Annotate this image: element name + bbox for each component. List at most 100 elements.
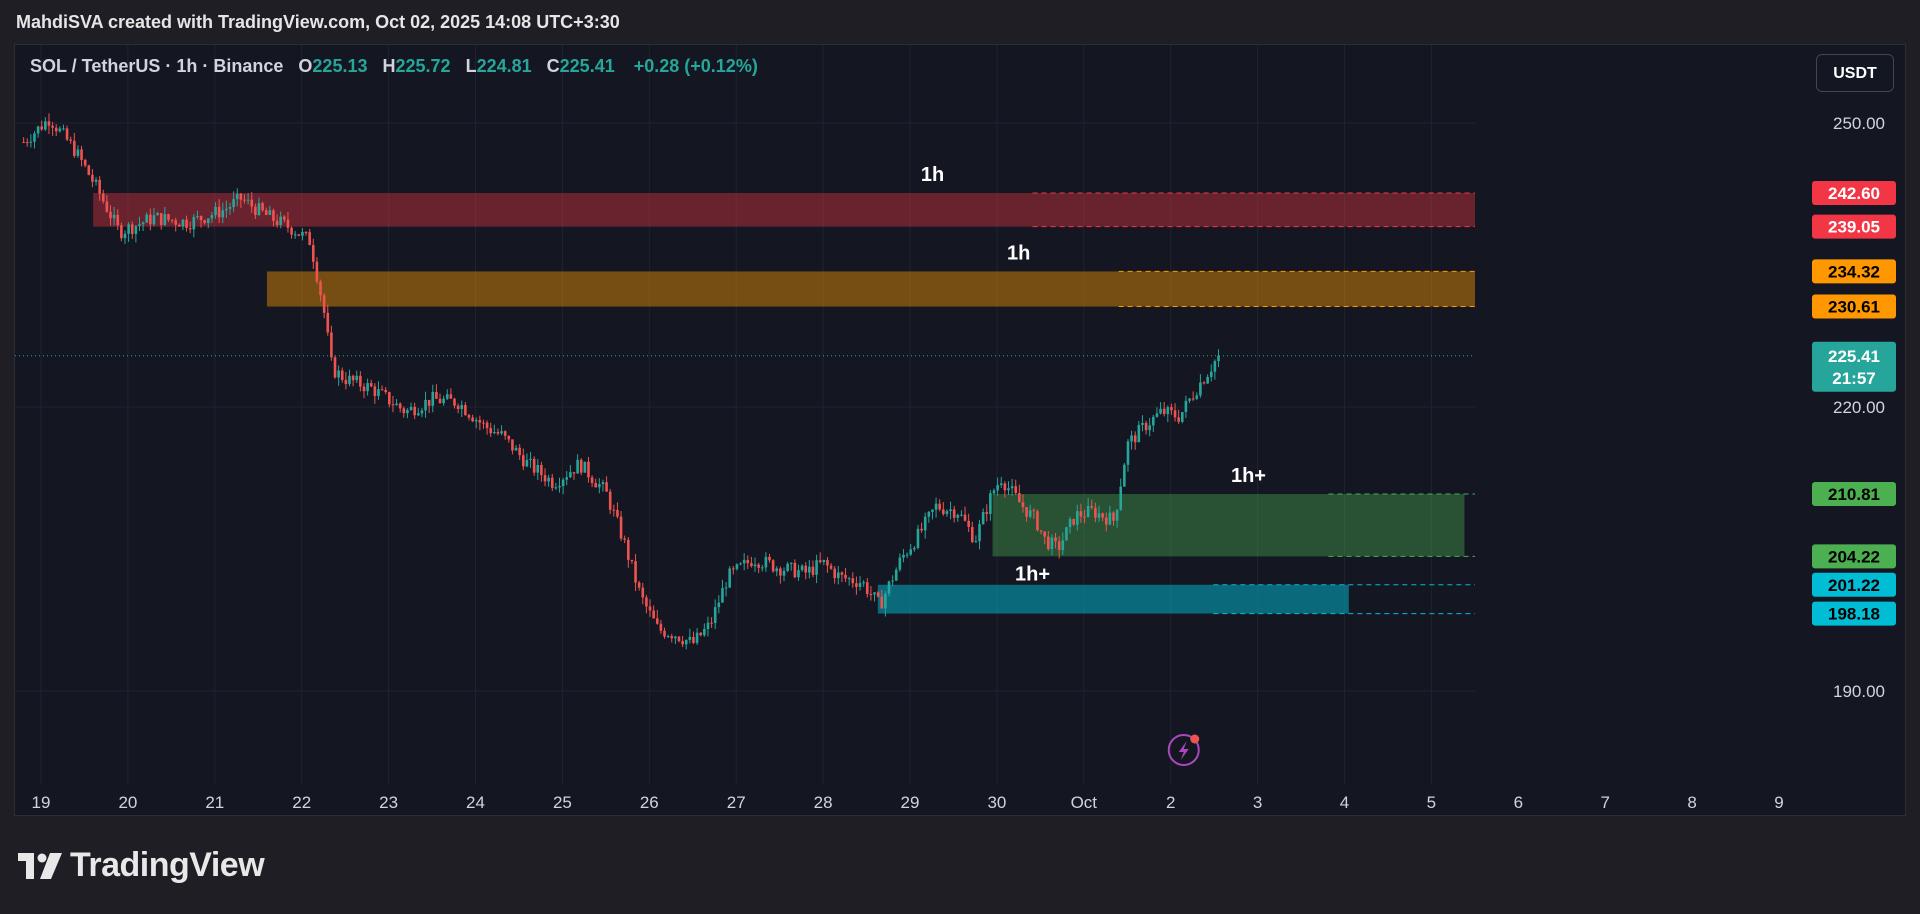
candle-body — [981, 512, 985, 525]
candle-body — [225, 208, 228, 211]
time-tick-label: 7 — [1600, 793, 1609, 812]
candle-body — [214, 206, 217, 216]
candle-body — [905, 554, 909, 556]
candle-body — [902, 554, 905, 558]
candle-body — [630, 559, 634, 562]
candle-body — [1123, 464, 1126, 487]
candle-body — [290, 227, 293, 235]
candle-body — [1217, 355, 1220, 362]
high-label: H — [382, 56, 396, 76]
candle-body — [250, 199, 254, 207]
candle-body — [340, 370, 344, 380]
candle-body — [377, 389, 380, 396]
candle-body — [456, 405, 460, 409]
candle-body — [1152, 416, 1155, 426]
candle-body — [659, 623, 663, 631]
candle-body — [409, 406, 413, 410]
candle-body — [648, 606, 652, 611]
chart-panel[interactable]: 1h 1h 1h+ 1h+ 250.00 220.00 190.00 242.60 239.0… — [14, 44, 1906, 816]
candle-body — [406, 409, 409, 414]
candle-body — [246, 199, 250, 201]
currency-button[interactable]: USDT — [1816, 54, 1894, 92]
candle-body — [1170, 407, 1173, 411]
candle-body — [1101, 513, 1104, 518]
candle-body — [782, 570, 786, 576]
candle-body — [308, 232, 311, 246]
candle-body — [887, 581, 891, 594]
candle-body — [985, 512, 989, 515]
candle-body — [116, 214, 120, 226]
candle-body — [366, 383, 369, 392]
candle-body — [688, 636, 692, 640]
candle-body — [373, 386, 377, 396]
candle-body — [1180, 412, 1184, 422]
candle-body — [514, 447, 518, 451]
candle-body — [1137, 424, 1141, 443]
candle-body — [445, 394, 449, 399]
candle-body — [739, 563, 742, 565]
candle-body — [587, 461, 590, 478]
price-chart[interactable]: 1h 1h 1h+ 1h+ 250.00 220.00 190.00 242.60 239.0… — [15, 45, 1906, 816]
candle-body — [268, 210, 272, 215]
candle-body — [80, 149, 83, 160]
candle-body — [1072, 518, 1075, 525]
price-tag-label: 210.81 — [1828, 485, 1880, 504]
candle-body — [884, 593, 887, 609]
candle-body — [192, 216, 196, 230]
tradingview-logo[interactable]: TradingView — [18, 846, 265, 885]
candle-body — [898, 557, 902, 570]
candle-body — [735, 564, 739, 569]
candle-body — [590, 477, 594, 483]
candle-body — [800, 565, 804, 571]
candle-body — [109, 211, 112, 219]
candle-body — [199, 216, 203, 221]
candle-body — [503, 431, 507, 436]
candle-body — [264, 210, 268, 215]
candle-body — [703, 628, 706, 636]
candle-body — [804, 565, 808, 573]
time-tick-label: 20 — [118, 793, 137, 812]
candle-body — [380, 389, 384, 391]
candle-body — [974, 541, 978, 543]
candle-body — [518, 447, 521, 456]
open-label: O — [298, 56, 313, 76]
time-tick-label: Oct — [1071, 793, 1098, 812]
price-tick-label: 190.00 — [1833, 682, 1885, 701]
candle-body — [952, 509, 956, 518]
candle-body — [862, 582, 865, 584]
candle-body — [1007, 488, 1010, 491]
candle-body — [1104, 517, 1108, 525]
zone-label: 1h — [1007, 242, 1030, 264]
candle-body — [797, 570, 800, 578]
time-axis: 19 20 21 22 23 24 25 26 27 28 29 30 Oct 2 3 4 5 6 7 8 9 — [15, 785, 1905, 815]
candle-body — [460, 405, 464, 409]
candle-body — [54, 127, 58, 132]
candle-body — [369, 383, 373, 387]
candle-body — [652, 610, 655, 619]
candle-body — [960, 514, 963, 516]
lightning-alert-icon[interactable] — [1167, 734, 1200, 766]
candle-body — [746, 560, 750, 564]
candle-body — [623, 538, 626, 540]
candle-body — [619, 516, 623, 539]
candle-body — [145, 214, 149, 223]
candle-body — [1112, 512, 1115, 521]
candle-body — [916, 528, 920, 548]
candle-body — [362, 386, 366, 392]
candles-layer — [22, 113, 1220, 650]
candle-body — [127, 224, 130, 234]
candle-body — [1075, 511, 1079, 525]
candle-body — [134, 225, 138, 235]
candle-body — [1043, 531, 1046, 537]
candle-body — [793, 562, 797, 578]
candle-body — [1021, 502, 1025, 508]
candle-body — [156, 213, 159, 216]
candle-body — [525, 459, 529, 467]
candle-body — [87, 165, 91, 175]
brand-name: TradingView — [70, 846, 265, 884]
candle-body — [826, 559, 829, 566]
zone-label: 1h+ — [1015, 563, 1050, 585]
candle-body — [44, 121, 47, 130]
time-tick-label: 2 — [1166, 793, 1175, 812]
candle-body — [257, 203, 261, 215]
